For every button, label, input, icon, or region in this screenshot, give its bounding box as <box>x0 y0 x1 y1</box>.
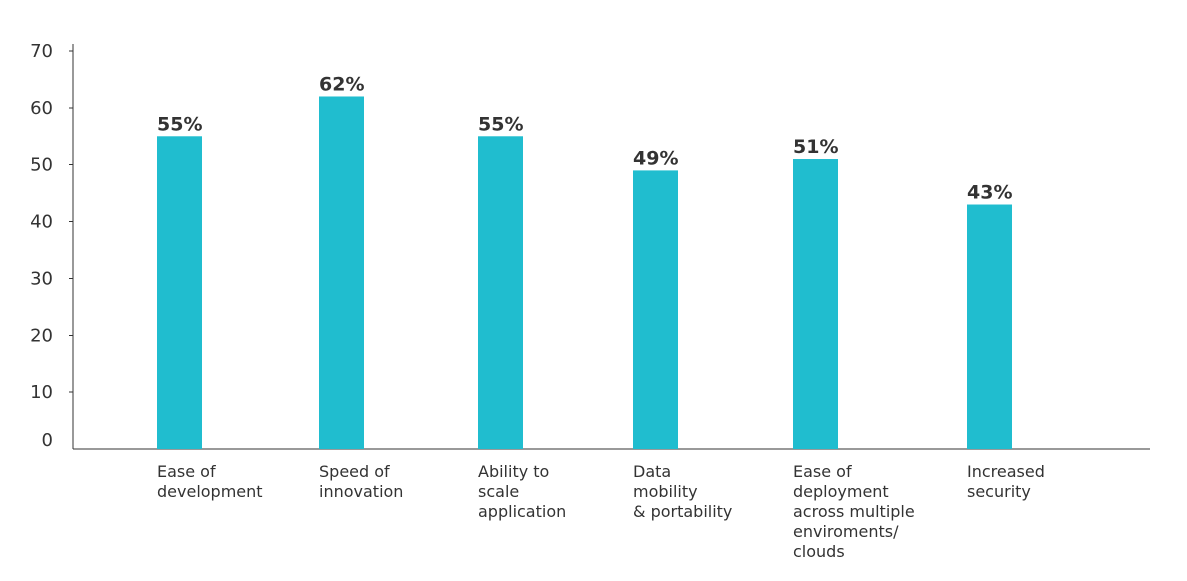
x-tick-label-line: mobility <box>633 482 698 501</box>
x-tick-label-line: Increased <box>967 462 1045 481</box>
x-tick-label-line: Ease of <box>157 462 216 481</box>
x-tick-label-line: application <box>478 502 566 521</box>
y-tick-label: 20 <box>30 325 53 346</box>
data-label: 55% <box>478 113 523 135</box>
bar <box>793 159 838 449</box>
x-tick-label-line: enviroments/ <box>793 522 899 541</box>
bar <box>319 96 364 449</box>
x-tick-label-line: innovation <box>319 482 403 501</box>
data-label: 62% <box>319 73 364 95</box>
bar <box>633 170 678 449</box>
x-tick-label-line: Speed of <box>319 462 390 481</box>
y-tick-label: 30 <box>30 268 53 289</box>
y-tick-label: 60 <box>30 98 53 119</box>
x-tick-label-line: Data <box>633 462 671 481</box>
x-tick-label-line: Ease of <box>793 462 852 481</box>
y-tick-label: 40 <box>30 212 53 233</box>
x-tick-label-line: security <box>967 482 1031 501</box>
y-tick-label: 0 <box>42 430 53 451</box>
x-tick-label-line: deployment <box>793 482 889 501</box>
x-tick-label-line: clouds <box>793 542 845 561</box>
chart-labels: 55%62%55%49%51%43%Ease of developmentSpee… <box>157 73 1045 561</box>
x-tick-label: Data mobility & portability <box>633 462 732 521</box>
bar <box>157 136 202 450</box>
chart-axes: 0 10 20 30 40 50 60 70 <box>30 41 1150 451</box>
chart-bars <box>157 96 1012 450</box>
x-tick-label: Ease of development <box>157 462 263 501</box>
y-tick-label: 70 <box>30 41 53 62</box>
bar <box>478 136 523 450</box>
x-tick-label: Ability to scale application <box>478 462 566 521</box>
y-tick-label: 50 <box>30 155 53 176</box>
x-tick-label: Ease of deployment across multiple envirome… <box>793 462 915 561</box>
y-tick-label: 10 <box>30 382 53 403</box>
data-label: 43% <box>967 182 1012 204</box>
bar <box>967 204 1012 449</box>
x-tick-label-line: scale <box>478 482 519 501</box>
data-label: 51% <box>793 136 838 158</box>
x-tick-label-line: development <box>157 482 263 501</box>
data-label: 49% <box>633 147 678 169</box>
x-tick-label-line: across multiple <box>793 502 915 521</box>
x-tick-label: Increased security <box>967 462 1045 501</box>
data-label: 55% <box>157 113 202 135</box>
x-tick-label-line: Ability to <box>478 462 549 481</box>
x-tick-label-line: & portability <box>633 502 732 521</box>
x-tick-label: Speed of innovation <box>319 462 403 501</box>
